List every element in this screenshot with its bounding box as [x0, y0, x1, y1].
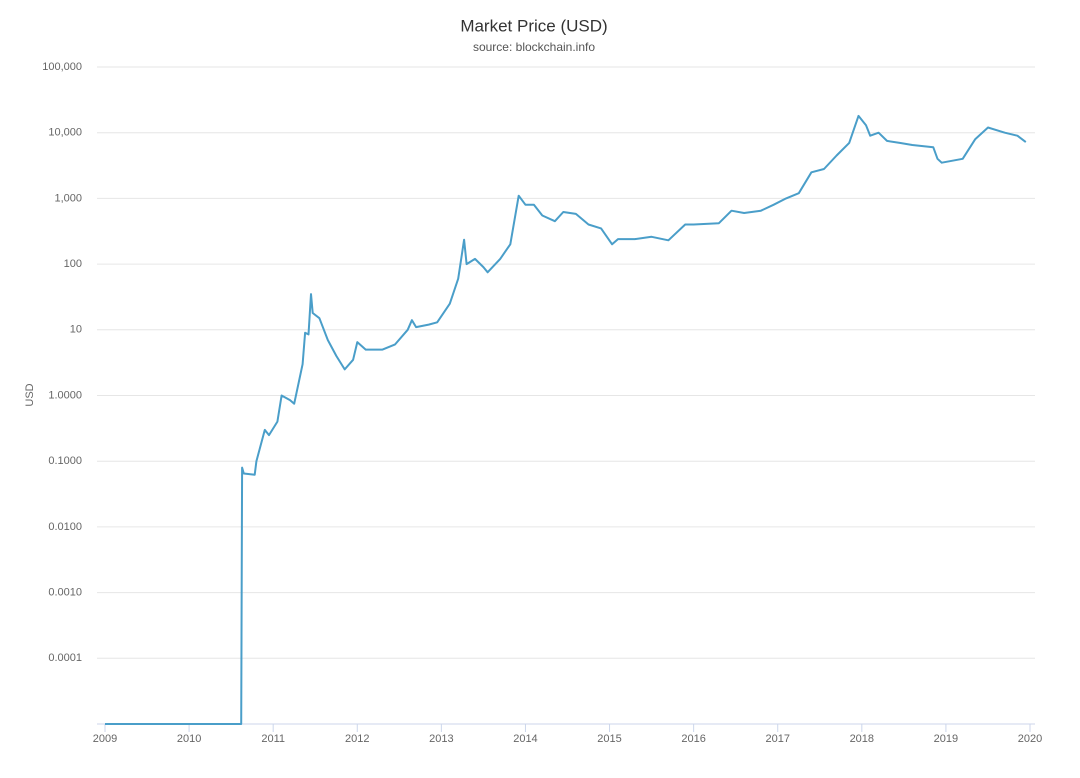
x-tick-label: 2009 [93, 733, 117, 745]
y-tick-label: 0.0010 [48, 587, 82, 599]
x-tick-label: 2013 [429, 733, 453, 745]
y-axis-label: USD [24, 383, 36, 406]
x-tick-label: 2011 [261, 733, 285, 745]
x-tick-label: 2020 [1018, 733, 1042, 745]
y-tick-label: 1,000 [54, 192, 82, 204]
chart-title: Market Price (USD) [460, 16, 607, 35]
x-tick-label: 2018 [850, 733, 874, 745]
y-tick-label: 0.0100 [48, 521, 82, 533]
x-tick-label: 2012 [345, 733, 369, 745]
y-tick-label: 10 [70, 324, 82, 336]
x-tick-label: 2019 [934, 733, 958, 745]
y-tick-label: 0.1000 [48, 455, 82, 467]
y-tick-label: 100 [64, 258, 82, 270]
chart-subtitle: source: blockchain.info [473, 40, 595, 54]
price-line [105, 114, 1027, 725]
y-tick-label: 10,000 [48, 127, 82, 139]
x-tick-label: 2014 [513, 733, 537, 745]
y-tick-label: 0.0001 [48, 652, 82, 664]
x-tick-label: 2010 [177, 733, 201, 745]
y-tick-label: 100,000 [42, 61, 82, 73]
x-tick-label: 2016 [681, 733, 705, 745]
x-tick-label: 2015 [597, 733, 621, 745]
y-tick-label: 1.0000 [48, 389, 82, 401]
x-tick-label: 2017 [765, 733, 789, 745]
